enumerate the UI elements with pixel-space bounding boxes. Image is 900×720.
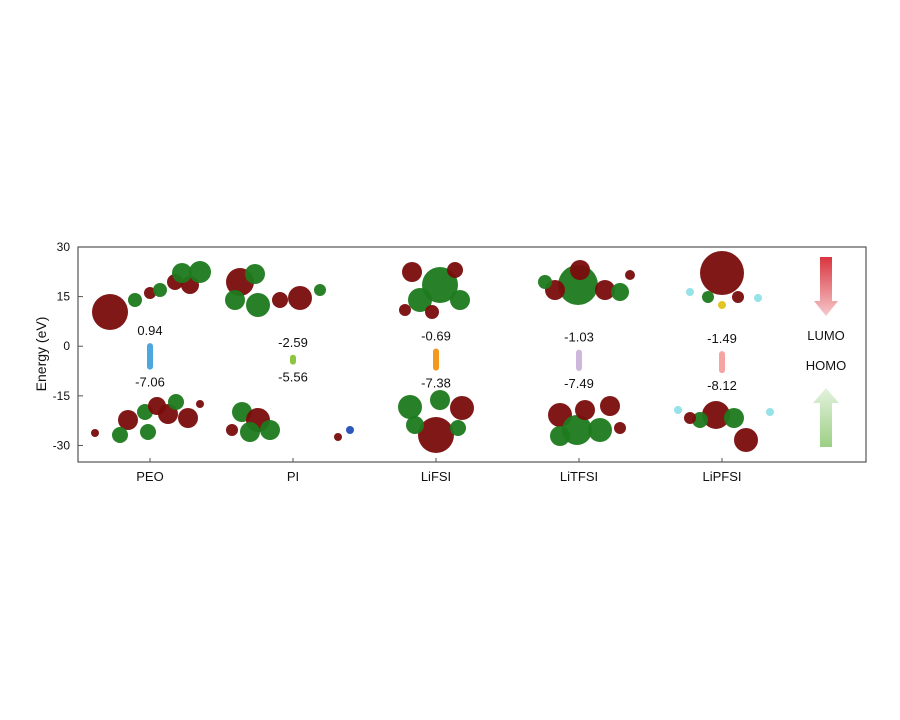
y-tick-label: -15 (53, 389, 71, 403)
energy-bars: 0.94 -7.06 -2.59 -5.56 -0.69 -7.38 -1.03 -7.49 -… (135, 323, 737, 393)
orbital-lobe (226, 424, 238, 436)
orbital-lobe (570, 260, 590, 280)
orbital-lobe (724, 408, 744, 428)
orbital-lobe (422, 267, 458, 303)
orbital-lobe (674, 406, 682, 414)
orbital-lobe (246, 293, 270, 317)
y-tick-label: 0 (63, 339, 70, 353)
energy-gap-bar (576, 349, 582, 372)
orbital-lobe (140, 424, 156, 440)
orbital-lobe (754, 294, 762, 302)
orbital-lobe (408, 288, 432, 312)
orbital-lobe (168, 394, 184, 410)
x-tick-label: LiFSI (421, 469, 451, 484)
orbital-lobe (538, 275, 552, 289)
legend-homo: HOMO (806, 358, 846, 373)
orbital-lobe (288, 286, 312, 310)
orbital-lobe (625, 270, 635, 280)
y-tick-label: 30 (57, 240, 71, 254)
orbital-lobe (734, 428, 758, 452)
x-tick-label: LiPFSI (702, 469, 741, 484)
legend-lumo: LUMO (807, 328, 845, 343)
orbital-lobe (425, 305, 439, 319)
orbital-lobe (450, 396, 474, 420)
orbital-lobe (153, 283, 167, 297)
orbital-lobe (702, 401, 730, 429)
orbital-lobe (172, 263, 192, 283)
orbital-lobe (346, 426, 354, 434)
orbital-lobe (402, 262, 422, 282)
y-axis: 30 15 0 -15 -30 PEO PI LiFSI LiTFSI LiPFSI (53, 240, 742, 484)
orbital-lobe (91, 429, 99, 437)
orbital-lobe (196, 400, 204, 408)
orbital-lobe (118, 410, 138, 430)
orbital-lobe (189, 261, 211, 283)
orbital-images (91, 251, 774, 453)
legend: LUMO HOMO (806, 257, 846, 447)
orbital-lobe (700, 251, 744, 295)
orbital-lobe (334, 433, 342, 441)
orbital-lobe (406, 416, 424, 434)
orbital-lobe (128, 293, 142, 307)
homo-value-label: -7.49 (564, 376, 594, 391)
orbital-lobe (550, 426, 570, 446)
orbital-lobe (614, 422, 626, 434)
orbital-lobe (92, 294, 128, 330)
plot-frame (77, 246, 867, 463)
orbital-lobe (450, 420, 466, 436)
orbital-lobe (684, 412, 696, 424)
homo-value-label: -8.12 (707, 378, 737, 393)
orbital-lobe (399, 304, 411, 316)
orbital-lobe (575, 400, 595, 420)
orbital-lobe (225, 290, 245, 310)
orbital-lobe (702, 291, 714, 303)
lumo-value-label: -1.49 (707, 331, 737, 346)
x-tick-label: PI (287, 469, 299, 484)
orbital-lobe (260, 420, 280, 440)
orbital-lobe (447, 262, 463, 278)
orbital-lobe (314, 284, 326, 296)
orbital-lobe (430, 390, 450, 410)
homo-arrow-icon (813, 388, 839, 447)
x-tick-label: LiTFSI (560, 469, 598, 484)
orbital-lobe (112, 427, 128, 443)
orbital-lobe (588, 418, 612, 442)
y-tick-label: 15 (57, 290, 71, 304)
lumo-value-label: -0.69 (421, 329, 451, 344)
orbital-lobe (178, 408, 198, 428)
lumo-arrow-icon (814, 257, 838, 316)
orbital-lobe (600, 396, 620, 416)
y-tick-label: -30 (53, 438, 71, 452)
orbital-lobe (732, 291, 744, 303)
orbital-lobe (272, 292, 288, 308)
homo-value-label: -5.56 (278, 370, 308, 385)
y-axis-label: Energy (eV) (33, 317, 49, 392)
orbital-lobe (718, 301, 726, 309)
orbital-lobe (245, 264, 265, 284)
orbital-lobe (595, 280, 615, 300)
orbital-lobe (240, 422, 260, 442)
x-tick-label: PEO (136, 469, 163, 484)
lumo-value-label: -1.03 (564, 330, 594, 345)
energy-gap-bar (719, 351, 725, 374)
lumo-value-label: 0.94 (137, 323, 162, 338)
orbital-lobe (692, 412, 708, 428)
orbital-lobe (611, 283, 629, 301)
energy-gap-bar (433, 348, 439, 371)
orbital-lobe (398, 395, 422, 419)
orbital-lobe (686, 288, 694, 296)
orbital-lobe (418, 417, 454, 453)
orbital-lobe (766, 408, 774, 416)
homo-value-label: -7.06 (135, 375, 165, 390)
lumo-value-label: -2.59 (278, 335, 308, 350)
energy-gap-bar (147, 343, 153, 370)
orbital-lobe (450, 290, 470, 310)
energy-gap-bar (290, 354, 296, 365)
homo-value-label: -7.38 (421, 376, 451, 391)
